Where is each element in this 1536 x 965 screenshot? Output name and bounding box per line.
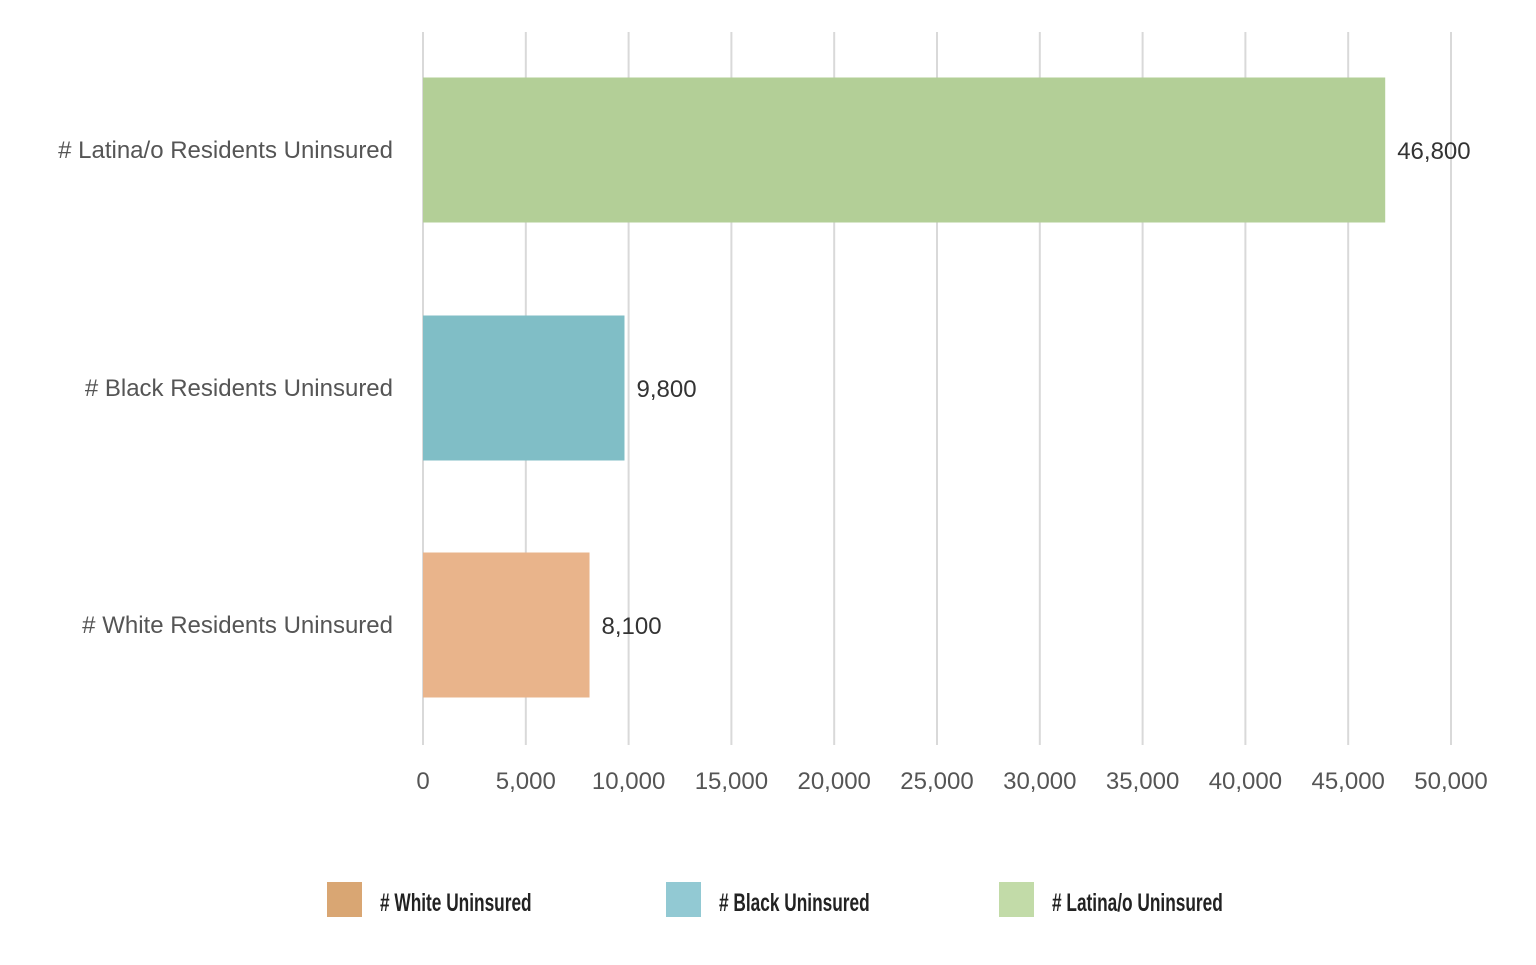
legend-swatch	[666, 882, 701, 917]
x-tick-label: 45,000	[1311, 768, 1384, 795]
x-tick-label: 25,000	[900, 768, 973, 795]
data-label: 46,800	[1397, 138, 1470, 165]
category-label: # White Residents Uninsured	[82, 612, 393, 639]
legend-label: # Black Uninsured	[719, 888, 870, 917]
bar	[423, 552, 590, 698]
x-tick-label: 20,000	[797, 768, 870, 795]
data-label: 8,100	[602, 613, 662, 640]
x-tick-label: 5,000	[496, 768, 556, 795]
legend-swatch	[999, 882, 1034, 917]
x-tick-label: 40,000	[1209, 768, 1282, 795]
x-tick-label: 30,000	[1003, 768, 1076, 795]
category-label: # Black Residents Uninsured	[85, 375, 393, 402]
x-tick-label: 15,000	[695, 768, 768, 795]
x-tick-label: 35,000	[1106, 768, 1179, 795]
bar	[423, 77, 1386, 223]
data-label: 9,800	[636, 376, 696, 403]
bar	[423, 315, 625, 461]
legend-swatch	[327, 882, 362, 917]
legend-label: # Latina/o Uninsured	[1052, 888, 1223, 917]
x-tick-label: 50,000	[1414, 768, 1487, 795]
category-label: # Latina/o Residents Uninsured	[58, 137, 393, 164]
legend-label: # White Uninsured	[380, 888, 532, 917]
x-tick-label: 10,000	[592, 768, 665, 795]
x-tick-label: 0	[416, 768, 429, 795]
